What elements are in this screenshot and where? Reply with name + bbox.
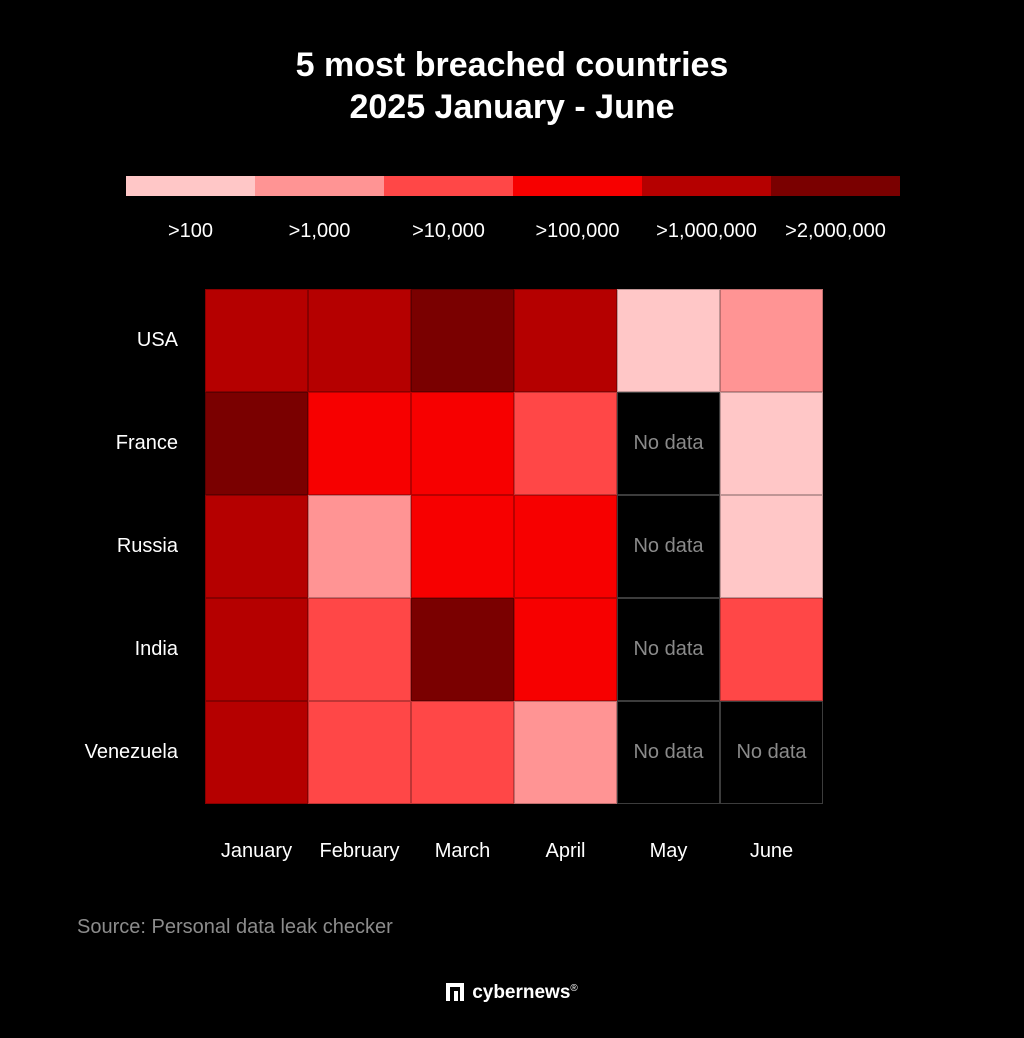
heatmap-cell [308, 495, 411, 598]
legend-label: >100 [167, 220, 214, 242]
heatmap-cell [514, 495, 617, 598]
heatmap-cell [514, 701, 617, 804]
brand-name: cybernews [472, 982, 571, 1003]
row-label: France [115, 431, 178, 454]
heatmap-cell [411, 289, 514, 392]
row-label: Russia [116, 534, 178, 557]
heatmap-cell [411, 495, 514, 598]
column-label: February [319, 840, 400, 862]
column-label: June [749, 840, 794, 862]
registered-mark: ® [570, 983, 578, 994]
heatmap-cell-no-data: No data [617, 392, 720, 495]
brand-logo: cybernews® [0, 982, 1024, 1004]
legend-swatch [771, 176, 900, 196]
heatmap-cell-no-data: No data [720, 701, 823, 804]
heatmap-cell [514, 289, 617, 392]
column-label: April [545, 840, 586, 862]
heatmap-cell [411, 701, 514, 804]
heatmap-cell-no-data: No data [617, 598, 720, 701]
heatmap-cell [308, 701, 411, 804]
source-note: Source: Personal data leak checker [77, 916, 393, 938]
heatmap-cell [308, 598, 411, 701]
legend-swatch [384, 176, 513, 196]
column-label: March [434, 840, 491, 862]
row-label: India [134, 637, 178, 660]
heatmap-cell [411, 598, 514, 701]
heatmap-cell-no-data: No data [617, 701, 720, 804]
heatmap-cell [308, 289, 411, 392]
heatmap-cell [205, 392, 308, 495]
legend-swatch [513, 176, 642, 196]
legend-label: >2,000,000 [785, 220, 886, 242]
legend-swatch [642, 176, 771, 196]
row-label: USA [136, 328, 178, 351]
legend-swatch [126, 176, 255, 196]
heatmap-cell [205, 289, 308, 392]
chart-title: 5 most breached countries [295, 46, 729, 84]
heatmap-cell [617, 289, 720, 392]
legend-label: >1,000 [288, 220, 351, 242]
heatmap-cell [514, 598, 617, 701]
cybernews-logo-icon [446, 983, 465, 1001]
heatmap-cell [720, 495, 823, 598]
legend-label: >10,000 [412, 220, 485, 242]
chart-subtitle: 2025 January - June [349, 88, 675, 126]
heatmap-cell [720, 598, 823, 701]
heatmap-cell [411, 392, 514, 495]
heatmap-cell-no-data: No data [617, 495, 720, 598]
column-label: January [220, 840, 293, 862]
heatmap-cell [720, 392, 823, 495]
legend-label: >1,000,000 [656, 220, 757, 242]
column-label: May [649, 840, 688, 862]
legend-swatch [255, 176, 384, 196]
heatmap-cell [514, 392, 617, 495]
heatmap-cell [205, 598, 308, 701]
heatmap-cell [205, 495, 308, 598]
heatmap-cell [308, 392, 411, 495]
heatmap-cell [205, 701, 308, 804]
legend-label: >100,000 [535, 220, 620, 242]
row-label: Venezuela [84, 740, 178, 763]
heatmap-cell [720, 289, 823, 392]
